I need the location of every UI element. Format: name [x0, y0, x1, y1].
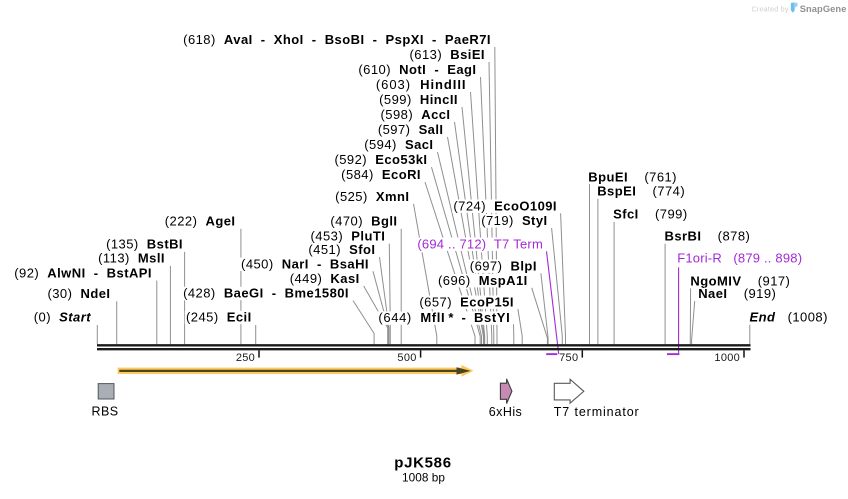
svg-text:(428) BaeGI - Bme1580I: (428) BaeGI - Bme1580I — [183, 286, 349, 301]
svg-text:(592) Eco53kI: (592) Eco53kI — [334, 152, 427, 167]
svg-text:SnapGene: SnapGene — [800, 4, 847, 14]
svg-text:750: 750 — [559, 352, 578, 364]
svg-text:(470) BglI: (470) BglI — [330, 214, 397, 229]
svg-text:SfcI (799): SfcI (799) — [613, 207, 688, 222]
svg-text:(657) EcoP15I: (657) EcoP15I — [419, 294, 513, 309]
svg-text:(222) AgeI: (222) AgeI — [165, 214, 236, 229]
svg-text:(697) BlpI: (697) BlpI — [470, 258, 537, 273]
svg-text:F1ori-R (879 .. 898): F1ori-R (879 .. 898) — [677, 251, 802, 266]
svg-text:(245) EciI: (245) EciI — [186, 310, 252, 325]
svg-text:NgoMIV (917): NgoMIV (917) — [690, 273, 790, 288]
svg-text:(613) BsiEI: (613) BsiEI — [410, 47, 486, 62]
svg-text:(594) SacI: (594) SacI — [364, 137, 433, 152]
svg-text:BpuEI (761): BpuEI (761) — [588, 169, 677, 184]
svg-text:(696) MspA1I: (696) MspA1I — [438, 273, 528, 288]
svg-text:(0) Start: (0) Start — [34, 310, 91, 325]
svg-text:(724) EcoO109I: (724) EcoO109I — [453, 198, 557, 213]
svg-text:T7 terminator: T7 terminator — [554, 405, 640, 419]
svg-text:6xHis: 6xHis — [489, 405, 523, 419]
svg-text:(603) HindIII: (603) HindIII — [376, 77, 467, 92]
svg-text:(694 .. 712) T7 Term: (694 .. 712) T7 Term — [417, 236, 543, 251]
svg-text:250: 250 — [236, 352, 255, 364]
svg-text:NaeI (919): NaeI (919) — [698, 286, 776, 301]
svg-text:(618) AvaI - XhoI - BsoBI: (618) AvaI - XhoI - BsoBI - PspXI - PaeR… — [183, 32, 491, 47]
svg-text:(92) AlwNI - BstAPI: (92) AlwNI - BstAPI — [14, 265, 152, 280]
svg-text:(598) AccI: (598) AccI — [381, 107, 451, 122]
svg-text:(451) SfoI: (451) SfoI — [308, 242, 375, 257]
svg-text:(449) KasI: (449) KasI — [290, 271, 360, 286]
svg-text:(584) EcoRI: (584) EcoRI — [341, 167, 421, 182]
svg-text:BspEI (774): BspEI (774) — [597, 184, 685, 199]
svg-text:(525) XmnI: (525) XmnI — [335, 189, 409, 204]
svg-text:(644) MflI * - BstYI: (644) MflI * - BstYI — [378, 310, 510, 325]
svg-text:(719) StyI: (719) StyI — [481, 213, 547, 228]
svg-text:(610) NotI - EagI: (610) NotI - EagI — [358, 62, 476, 77]
svg-text:Created by: Created by — [752, 5, 789, 14]
svg-text:(599) HincII: (599) HincII — [379, 92, 458, 107]
svg-text:BsrBI (878): BsrBI (878) — [665, 228, 751, 243]
svg-text:pJK586: pJK586 — [394, 455, 452, 472]
svg-text:(30) NdeI: (30) NdeI — [47, 286, 110, 301]
svg-text:(597) SalI: (597) SalI — [378, 122, 444, 137]
svg-text:End (1008): End (1008) — [750, 310, 828, 325]
svg-text:1000: 1000 — [714, 352, 740, 364]
svg-text:RBS: RBS — [91, 405, 118, 419]
svg-text:(113) MslI: (113) MslI — [98, 251, 165, 266]
svg-text:1008 bp: 1008 bp — [402, 471, 445, 485]
svg-text:(135) BstBI: (135) BstBI — [106, 237, 183, 252]
svg-text:(450) NarI - BsaHI: (450) NarI - BsaHI — [241, 256, 369, 271]
svg-text:(453) PluTI: (453) PluTI — [311, 229, 386, 244]
svg-text:500: 500 — [397, 352, 416, 364]
